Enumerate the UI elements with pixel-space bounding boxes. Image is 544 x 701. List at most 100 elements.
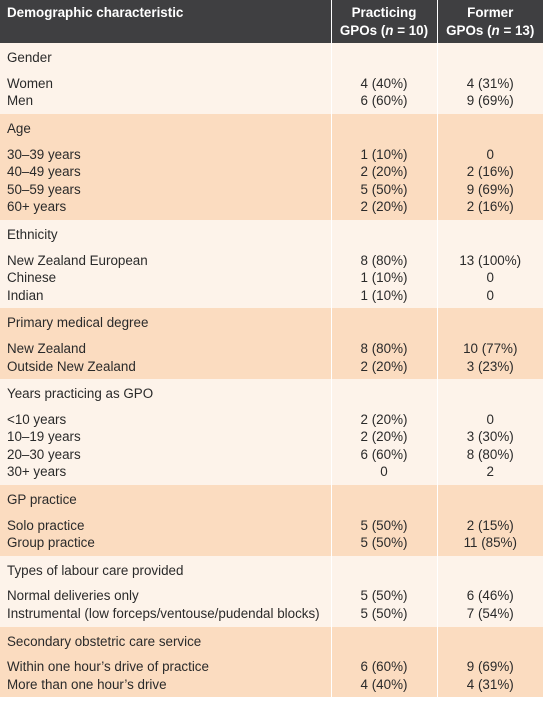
header-practicing-line1: Practicing — [351, 5, 417, 20]
group-primary-medical-degree: Primary medical degree New Zealand 8 (80… — [0, 308, 543, 380]
table-row: New Zealand European 8 (80%) 13 (100%) — [0, 249, 543, 270]
row-former: 2 (15%) — [437, 514, 543, 535]
row-practicing: 1 (10%) — [331, 269, 438, 287]
row-former: 3 (30%) — [437, 428, 543, 446]
header-row: Demographic characteristic Practicing GP… — [0, 0, 543, 44]
group-years-practicing: Years practicing as GPO <10 years 2 (20%… — [0, 379, 543, 486]
group-title: Primary medical degree — [0, 308, 332, 338]
row-label: Chinese — [0, 269, 332, 287]
row-former: 6 (46%) — [437, 585, 543, 606]
row-practicing: 4 (40%) — [331, 72, 438, 93]
row-practicing: 8 (80%) — [331, 337, 438, 358]
group-title-row: Gender — [0, 43, 543, 73]
table-row: Indian 1 (10%) 0 — [0, 286, 543, 309]
group-title-row: Ethnicity — [0, 219, 543, 250]
row-practicing: 2 (20%) — [331, 408, 438, 429]
header-demographic-characteristic: Demographic characteristic — [0, 0, 332, 44]
table-header: Demographic characteristic Practicing GP… — [0, 0, 543, 44]
row-practicing: 5 (50%) — [331, 534, 438, 556]
row-label: <10 years — [0, 408, 332, 429]
row-former: 11 (85%) — [437, 534, 543, 556]
table-row: 40–49 years 2 (20%) 2 (16%) — [0, 163, 543, 181]
row-former: 10 (77%) — [437, 337, 543, 358]
group-ethnicity: Ethnicity New Zealand European 8 (80%) 1… — [0, 219, 543, 309]
row-practicing: 5 (50%) — [331, 605, 438, 627]
table-row: Group practice 5 (50%) 11 (85%) — [0, 534, 543, 556]
row-former: 2 — [437, 463, 543, 486]
row-former: 8 (80%) — [437, 445, 543, 464]
row-label: 30+ years — [0, 463, 332, 486]
header-practicing-n: n — [385, 22, 394, 38]
row-former: 0 — [437, 408, 543, 429]
row-label: New Zealand European — [0, 249, 332, 270]
group-title: GP practice — [0, 485, 332, 515]
table-row: Instrumental (low forceps/ventouse/puden… — [0, 605, 543, 627]
group-title-row: Primary medical degree — [0, 308, 543, 338]
table-row: 30–39 years 1 (10%) 0 — [0, 143, 543, 164]
row-practicing: 5 (50%) — [331, 585, 438, 606]
row-label: 20–30 years — [0, 445, 332, 464]
row-former: 2 (16%) — [437, 163, 543, 181]
group-title-row: Types of labour care provided — [0, 555, 543, 586]
row-label: Within one hour’s drive of practice — [0, 656, 332, 676]
row-former: 7 (54%) — [437, 605, 543, 627]
table-row: Within one hour’s drive of practice 6 (6… — [0, 656, 543, 676]
row-label: Indian — [0, 286, 332, 309]
row-former: 9 (69%) — [437, 656, 543, 676]
row-former: 2 (16%) — [437, 198, 543, 220]
row-former: 9 (69%) — [437, 180, 543, 199]
table-row: Normal deliveries only 5 (50%) 6 (46%) — [0, 585, 543, 606]
row-practicing: 6 (60%) — [331, 656, 438, 676]
row-former: 9 (69%) — [437, 92, 543, 114]
row-practicing: 0 — [331, 463, 438, 486]
header-former-line2a: GPOs ( — [446, 22, 492, 38]
row-label: Group practice — [0, 534, 332, 556]
table-row: Men 6 (60%) 9 (69%) — [0, 92, 543, 114]
group-title: Years practicing as GPO — [0, 379, 332, 409]
group-title-row: Age — [0, 113, 543, 144]
group-title: Secondary obstetric care service — [0, 626, 332, 657]
group-title-row: Years practicing as GPO — [0, 379, 543, 409]
group-title: Types of labour care provided — [0, 555, 332, 586]
row-practicing: 2 (20%) — [331, 357, 438, 380]
row-label: 60+ years — [0, 198, 332, 220]
group-gender: Gender Women 4 (40%) 4 (31%) Men 6 (60%)… — [0, 43, 543, 114]
header-practicing-line2a: GPOs ( — [339, 22, 386, 38]
row-label: 30–39 years — [0, 143, 332, 164]
row-practicing: 8 (80%) — [331, 249, 438, 270]
row-former: 3 (23%) — [437, 357, 543, 380]
group-title: Age — [0, 113, 332, 144]
row-practicing: 6 (60%) — [331, 92, 438, 114]
group-title: Gender — [0, 43, 332, 73]
table-row: 50–59 years 5 (50%) 9 (69%) — [0, 180, 543, 199]
table-row: Chinese 1 (10%) 0 — [0, 269, 543, 287]
header-former-gpos: Former GPOs (n = 13) — [437, 0, 543, 44]
group-title-row: GP practice — [0, 485, 543, 515]
row-former: 4 (31%) — [437, 72, 543, 93]
row-label: Normal deliveries only — [0, 585, 332, 606]
row-label: Women — [0, 72, 332, 93]
row-former: 4 (31%) — [437, 675, 543, 698]
row-former: 0 — [437, 143, 543, 164]
row-label: Instrumental (low forceps/ventouse/puden… — [0, 605, 332, 627]
table-row: 20–30 years 6 (60%) 8 (80%) — [0, 445, 543, 464]
group-secondary-obstetric-care: Secondary obstetric care service Within … — [0, 626, 543, 698]
row-label: Men — [0, 92, 332, 114]
row-label: Solo practice — [0, 514, 332, 535]
row-label: More than one hour’s drive — [0, 675, 332, 698]
row-former: 13 (100%) — [437, 249, 543, 270]
row-label: Outside New Zealand — [0, 357, 332, 380]
row-practicing: 4 (40%) — [331, 675, 438, 698]
group-gp-practice: GP practice Solo practice 5 (50%) 2 (15%… — [0, 485, 543, 556]
table-row: <10 years 2 (20%) 0 — [0, 408, 543, 429]
table-row: More than one hour’s drive 4 (40%) 4 (31… — [0, 675, 543, 698]
row-label: New Zealand — [0, 337, 332, 358]
row-practicing: 5 (50%) — [331, 180, 438, 199]
row-practicing: 2 (20%) — [331, 163, 438, 181]
row-practicing: 6 (60%) — [331, 445, 438, 464]
row-former: 0 — [437, 269, 543, 287]
row-label: 10–19 years — [0, 428, 332, 446]
table-row: Outside New Zealand 2 (20%) 3 (23%) — [0, 357, 543, 380]
